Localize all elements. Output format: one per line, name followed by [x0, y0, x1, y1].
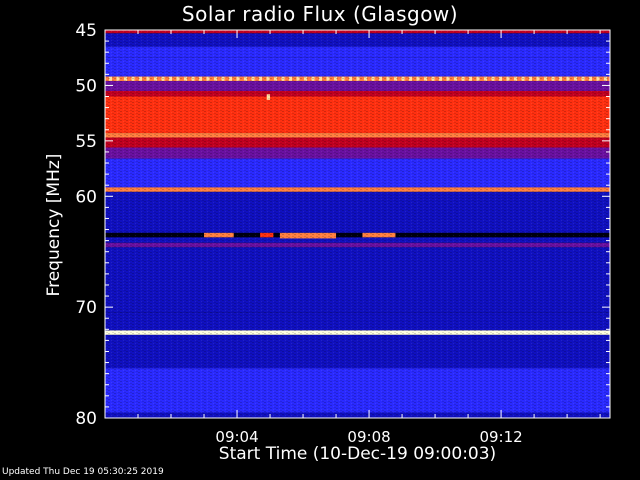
y-tick-label-50: 50: [75, 76, 97, 96]
x-tick-label-0: 09:04: [215, 428, 258, 446]
y-tick-label-70: 70: [75, 298, 97, 318]
y-tick-label-60: 60: [75, 187, 97, 207]
x-axis-label: Start Time (10-Dec-19 09:00:03): [218, 444, 497, 464]
x-tick-label-2: 09:12: [479, 428, 522, 446]
y-tick-label-55: 55: [75, 132, 97, 152]
spectrogram-texture: [105, 30, 610, 418]
updated-timestamp: Updated Thu Dec 19 05:30:25 2019: [2, 467, 164, 477]
plot-frame: [104, 29, 611, 419]
x-tick-label-1: 09:08: [347, 428, 390, 446]
y-tick-label-80: 80: [75, 409, 97, 429]
chart-title: Solar radio Flux (Glasgow): [181, 2, 459, 26]
y-tick-label-45: 45: [75, 21, 97, 41]
